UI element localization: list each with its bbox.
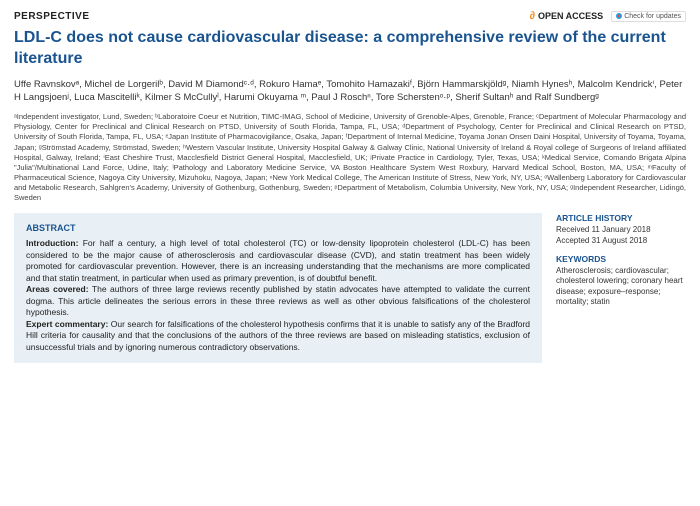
intro-label: Introduction: bbox=[26, 238, 78, 248]
history-text: Received 11 January 2018 Accepted 31 Aug… bbox=[556, 225, 686, 246]
open-access-badge: ∂ OPEN ACCESS bbox=[530, 10, 604, 22]
intro-text: For half a century, a high level of tota… bbox=[26, 238, 530, 282]
side-column: ARTICLE HISTORY Received 11 January 2018… bbox=[556, 213, 686, 363]
received-date: Received 11 January 2018 bbox=[556, 225, 651, 234]
open-access-icon: ∂ bbox=[530, 10, 535, 22]
author-list: Uffe Ravnskovᵃ, Michel de Lorgerilᵇ, Dav… bbox=[14, 78, 686, 105]
keywords-heading: KEYWORDS bbox=[556, 254, 686, 264]
areas-text: The authors of three large reviews recen… bbox=[26, 284, 530, 317]
abstract-heading: ABSTRACT bbox=[26, 223, 530, 233]
header-badges: ∂ OPEN ACCESS Check for updates bbox=[530, 10, 686, 22]
check-updates-button[interactable]: Check for updates bbox=[611, 11, 686, 22]
check-updates-label: Check for updates bbox=[624, 13, 681, 20]
abstract-body: Introduction: For half a century, a high… bbox=[26, 238, 530, 353]
article-type: PERSPECTIVE bbox=[14, 11, 90, 22]
history-heading: ARTICLE HISTORY bbox=[556, 213, 686, 223]
open-access-label: OPEN ACCESS bbox=[538, 11, 603, 21]
crossmark-icon bbox=[616, 13, 622, 19]
expert-label: Expert commentary: bbox=[26, 319, 108, 329]
keywords-text: Atherosclerosis; cardiovascular; cholest… bbox=[556, 266, 686, 308]
affiliations: ᵃIndependent investigator, Lund, Sweden;… bbox=[14, 112, 686, 203]
areas-label: Areas covered: bbox=[26, 284, 89, 294]
abstract-box: ABSTRACT Introduction: For half a centur… bbox=[14, 213, 542, 363]
article-title: LDL-C does not cause cardiovascular dise… bbox=[14, 28, 686, 70]
accepted-date: Accepted 31 August 2018 bbox=[556, 236, 647, 245]
